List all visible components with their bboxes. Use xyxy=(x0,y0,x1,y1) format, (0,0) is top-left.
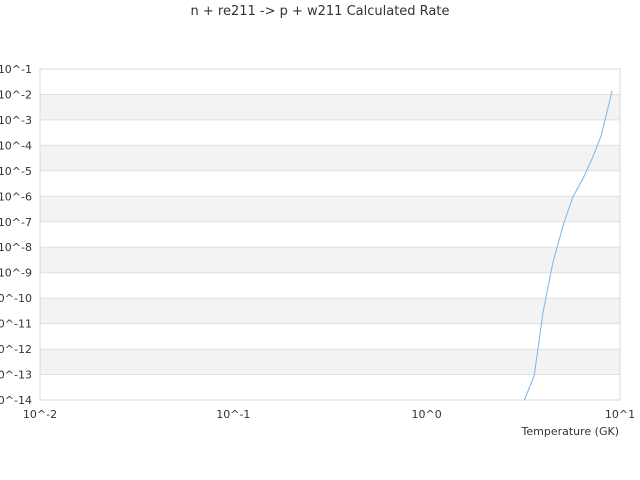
y-tick-label: 10^-7 xyxy=(0,216,32,229)
grid-band xyxy=(40,349,620,375)
grid-band xyxy=(40,196,620,222)
y-tick-label: 10^-11 xyxy=(0,318,32,331)
y-tick-label: 10^-12 xyxy=(0,343,32,356)
plot-frame xyxy=(39,68,621,401)
y-tick-label: 10^-14 xyxy=(0,394,32,407)
y-tick-label: 10^-9 xyxy=(0,267,32,280)
y-tick-label: 10^-4 xyxy=(0,139,32,152)
y-tick-label: 10^-3 xyxy=(0,114,32,127)
x-tick-label: 10^0 xyxy=(412,408,442,421)
grid-lines xyxy=(40,93,620,376)
grid-band xyxy=(40,94,620,120)
x-tick-label: 10^-1 xyxy=(216,408,250,421)
y-tick-label: 10^-13 xyxy=(0,369,32,382)
y-tick-label: 10^-10 xyxy=(0,292,32,305)
grid-band xyxy=(40,247,620,273)
y-tick-label: 10^-6 xyxy=(0,190,32,203)
grid-band xyxy=(40,298,620,324)
grid-bands xyxy=(40,94,620,375)
x-tick-label: 10^-2 xyxy=(23,408,57,421)
y-tick-label: 10^-2 xyxy=(0,88,32,101)
chart-title: n + re211 -> p + w211 Calculated Rate xyxy=(190,4,450,19)
x-tick-labels: 10^-2 10^-1 10^0 10^1 xyxy=(23,408,635,421)
grid-band xyxy=(40,145,620,171)
x-axis-label: Temperature (GK) xyxy=(521,425,620,438)
y-tick-label: 10^-8 xyxy=(0,241,32,254)
series-line xyxy=(523,90,613,401)
x-tick-label: 10^1 xyxy=(605,408,635,421)
series-group xyxy=(523,90,613,401)
y-tick-label: 10^-5 xyxy=(0,165,32,178)
y-tick-labels: 10^-1 10^-2 10^-3 10^-4 10^-5 10^-6 10^-7 10^-8… xyxy=(0,63,32,407)
y-tick-label: 10^-1 xyxy=(0,63,32,76)
